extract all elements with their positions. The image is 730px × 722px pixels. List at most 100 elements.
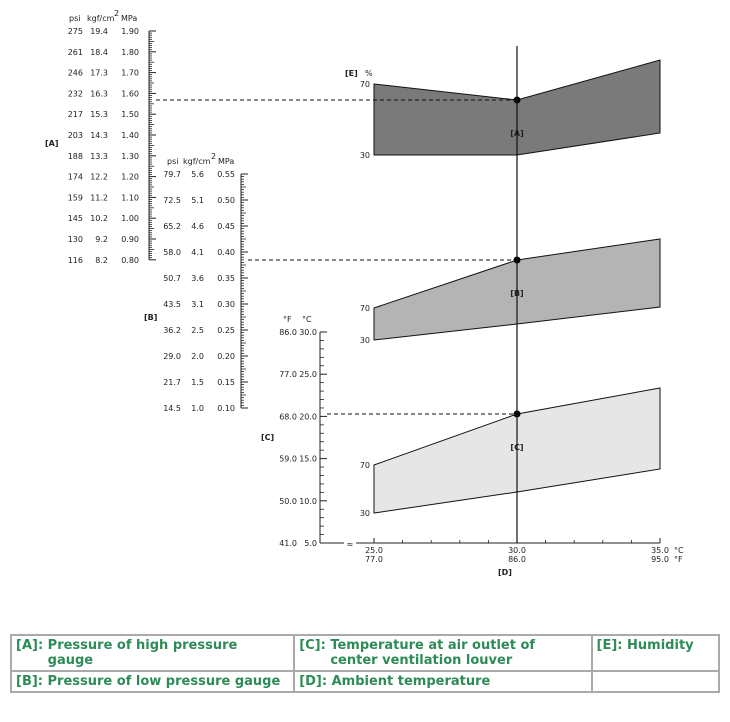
scale-a-kgf-value: 18.4 <box>90 48 108 57</box>
scale-a-kgf-value: 12.2 <box>90 173 108 182</box>
legend-item: [D]: Ambient temperature <box>299 674 582 689</box>
scale-b-mpa-value: 0.45 <box>217 222 235 231</box>
scale-a-mpa-value: 1.70 <box>121 69 139 78</box>
scale-b-psi-value: 36.2 <box>163 326 181 335</box>
scale-b-psi-value: 79.7 <box>163 170 181 179</box>
scale-a-unit-psi: psi <box>69 14 80 23</box>
scale-a-kgf-value: 8.2 <box>95 256 108 265</box>
legend-cell: [B]: Pressure of low pressure gauge <box>9 670 296 693</box>
scale-b-psi-value: 14.5 <box>163 404 181 413</box>
scale-b-kgf-value: 2.5 <box>191 326 204 335</box>
scale-b-psi-value: 21.7 <box>163 378 181 387</box>
scale-a-kgf-value: 13.3 <box>90 152 108 161</box>
scale-b-mpa-value: 0.50 <box>217 196 235 205</box>
scale-a-mpa-value: 1.40 <box>121 131 139 140</box>
scale-b-mpa-value: 0.20 <box>217 352 235 361</box>
scale-a-unit-superscript: 2 <box>114 9 119 18</box>
scale-a-kgf-value: 11.2 <box>90 193 108 202</box>
scale-a-psi-value: 203 <box>68 131 83 140</box>
scale-b-unit-kgf: kgf/cm <box>183 157 211 166</box>
scale-d-f-value: 95.0 <box>651 555 669 564</box>
scale-a-mpa-value: 1.80 <box>121 48 139 57</box>
scale-d-label: [D] <box>498 568 512 577</box>
scale-d-c-value: 35.0 <box>651 546 669 555</box>
scale-a-mpa-value: 1.20 <box>121 173 139 182</box>
scale-b-unit-superscript: 2 <box>211 152 216 161</box>
scale-c-f-value: 77.0 <box>279 370 297 379</box>
scale-a-mpa-value: 1.10 <box>121 193 139 202</box>
legend-item: [B]: Pressure of low pressure gauge <box>16 674 285 689</box>
scale-c-c-value: 20.0 <box>299 412 317 421</box>
scale-b-psi-value: 29.0 <box>163 352 181 361</box>
legend-text: Humidity <box>627 638 694 653</box>
legend-cell: [D]: Ambient temperature <box>293 670 593 693</box>
scale-a-kgf-value: 9.2 <box>95 235 108 244</box>
scale-a-mpa-value: 0.90 <box>121 235 139 244</box>
scale-a-psi-value: 188 <box>68 152 83 161</box>
band-c-upper-label: 70 <box>360 461 370 470</box>
scale-b-label: [B] <box>144 313 157 322</box>
scale-b-psi-value: 72.5 <box>163 196 181 205</box>
scale-e-unit: % <box>365 69 373 78</box>
legend-key: [C]: <box>299 638 331 653</box>
scale-c-c-value: 30.0 <box>299 328 317 337</box>
legend-key: [E]: <box>596 638 628 653</box>
scale-b-kgf-value: 2.0 <box>191 352 204 361</box>
scale-b-mpa-value: 0.30 <box>217 300 235 309</box>
scale-d-f-value: 77.0 <box>365 555 383 564</box>
band-a-lower-label: 30 <box>360 151 370 160</box>
scale-a-unit-kgf: kgf/cm <box>87 14 115 23</box>
scale-c-f-value: 86.0 <box>279 328 297 337</box>
scale-b-unit-psi: psi <box>167 157 178 166</box>
legend-row: [B]: Pressure of low pressure gauge [D]: … <box>9 670 721 693</box>
scale-a-unit-mpa: MPa <box>121 14 137 23</box>
scale-a-mpa-value: 1.90 <box>121 27 139 36</box>
scale-c-f-value: 68.0 <box>279 412 297 421</box>
scale-a-psi-value: 145 <box>68 214 83 223</box>
scale-d-f-value: 86.0 <box>508 555 526 564</box>
scale-d-f-unit: °F <box>674 555 683 564</box>
scale-b-mpa-value: 0.15 <box>217 378 235 387</box>
scale-b-mpa-value: 0.40 <box>217 248 235 257</box>
legend-text: Ambient temperature <box>331 674 491 689</box>
scale-d-c-unit: °C <box>674 546 684 555</box>
scale-a-mpa-value: 1.30 <box>121 152 139 161</box>
scale-a-mpa-value: 1.00 <box>121 214 139 223</box>
scale-c-f-value: 50.0 <box>279 497 297 506</box>
scale-e-label: [E] <box>345 69 358 78</box>
scale-a-kgf-value: 14.3 <box>90 131 108 140</box>
scale-b-kgf-value: 1.0 <box>191 404 204 413</box>
scale-b-psi-value: 50.7 <box>163 274 181 283</box>
scale-c-unit-c: °C <box>302 315 312 324</box>
legend-cell: [A]: Pressure of high pressure gauge <box>9 634 296 672</box>
scale-c-c-value: 25.0 <box>299 370 317 379</box>
legend-text: Pressure of high pressure gauge <box>47 638 238 668</box>
scale-a-mpa-value: 1.60 <box>121 89 139 98</box>
scale-b-mpa-value: 0.35 <box>217 274 235 283</box>
scale-a-kgf-value: 16.3 <box>90 89 108 98</box>
band-b-lower-label: 30 <box>360 336 370 345</box>
scale-c-c-value: 15.0 <box>299 455 317 464</box>
scale-b-kgf-value: 3.1 <box>191 300 204 309</box>
scale-c-f-value: 41.0 <box>279 539 297 548</box>
band-c-lower-label: 30 <box>360 509 370 518</box>
band-b-upper-label: 70 <box>360 304 370 313</box>
scale-b-mpa-value: 0.25 <box>217 326 235 335</box>
scale-a-kgf-value: 19.4 <box>90 27 108 36</box>
scale-a-mpa-value: 1.50 <box>121 110 139 119</box>
legend-table: [A]: Pressure of high pressure gauge [C]:… <box>9 634 721 693</box>
scale-d-c-value: 25.0 <box>365 546 383 555</box>
scale-b-kgf-value: 5.1 <box>191 196 204 205</box>
scale-c-c-value: 5.0 <box>304 539 317 548</box>
scale-d-c-value: 30.0 <box>508 546 526 555</box>
scale-a-psi-value: 159 <box>68 193 83 202</box>
legend-cell <box>590 670 721 693</box>
scale-b-unit-mpa: MPa <box>218 157 234 166</box>
scale-a-label: [A] <box>45 139 59 148</box>
legend-item: [E]: Humidity <box>597 638 710 653</box>
legend-text: Pressure of low pressure gauge <box>47 674 281 689</box>
scale-a-kgf-value: 17.3 <box>90 69 108 78</box>
scale-d-break-mark: ≈ <box>347 540 354 549</box>
scale-c-f-value: 59.0 <box>279 455 297 464</box>
